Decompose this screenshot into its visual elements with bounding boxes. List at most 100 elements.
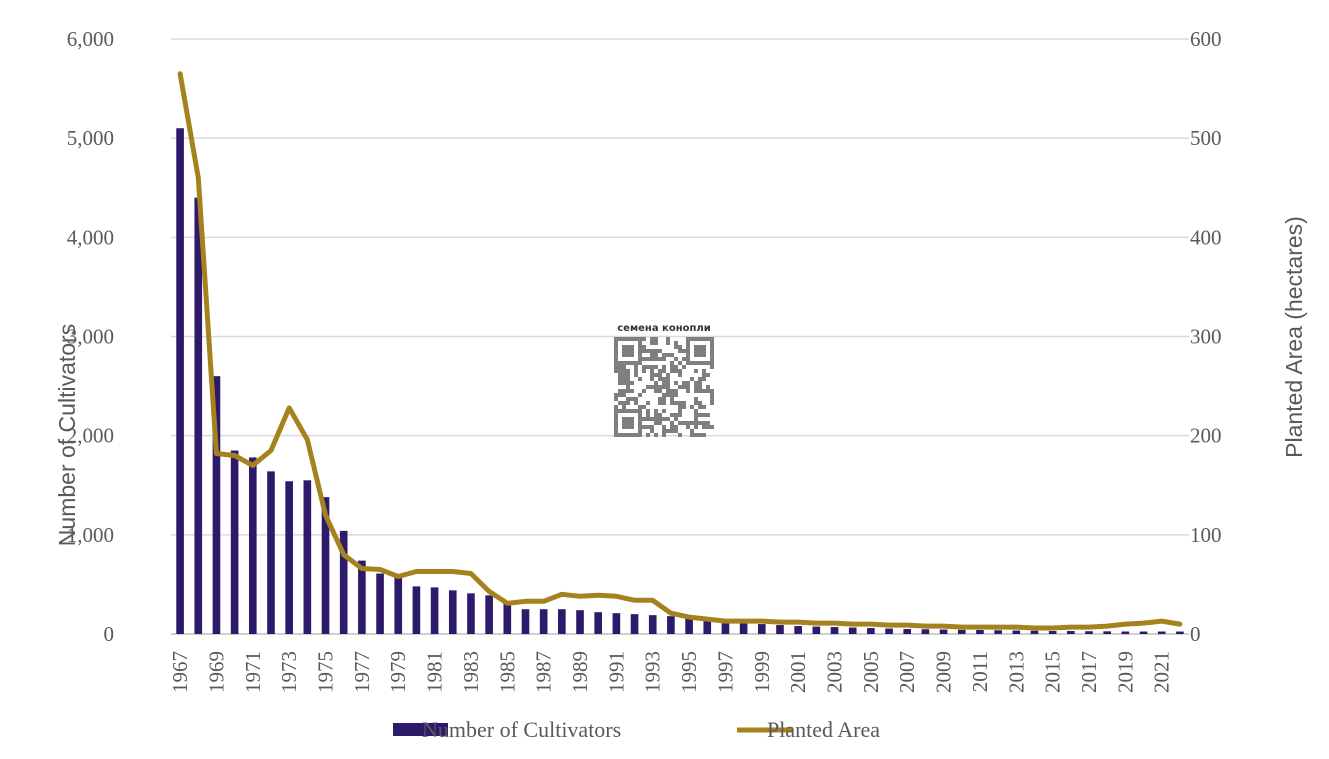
x-tick-label: 2019 <box>1113 651 1137 693</box>
qr-finder <box>622 345 634 357</box>
qr-module <box>662 417 666 421</box>
x-tick-label: 2021 <box>1150 651 1174 693</box>
qr-module <box>662 385 666 389</box>
qr-module <box>674 341 678 345</box>
bar <box>503 603 512 634</box>
qr-module <box>702 405 706 409</box>
qr-module <box>654 433 658 437</box>
qr-module <box>694 369 698 373</box>
bar <box>467 593 475 634</box>
qr-module <box>622 377 626 381</box>
qr-module <box>674 425 678 429</box>
qr-module <box>690 377 694 381</box>
qr-module <box>622 389 626 393</box>
bar <box>957 629 966 634</box>
y-axis-left-title: Number of Cultivators <box>54 324 80 546</box>
qr-module <box>626 381 630 385</box>
qr-module <box>642 345 646 349</box>
qr-module <box>698 385 702 389</box>
qr-module <box>630 389 634 393</box>
qr-module <box>670 389 674 393</box>
x-tick-label: 1967 <box>168 651 192 693</box>
qr-module <box>654 357 658 361</box>
qr-module <box>626 385 630 389</box>
x-tick-label: 1969 <box>204 651 228 693</box>
y-right-tick-label: 500 <box>1190 126 1222 150</box>
qr-module <box>662 401 666 405</box>
qr-module <box>618 401 622 405</box>
qr-module <box>654 409 658 413</box>
qr-module <box>702 377 706 381</box>
qr-module <box>710 389 714 393</box>
bar <box>1139 631 1148 634</box>
qr-module <box>682 405 686 409</box>
qr-module <box>622 393 626 397</box>
qr-module <box>658 349 662 353</box>
bar <box>721 622 730 634</box>
qr-module <box>650 353 654 357</box>
qr-module <box>674 381 678 385</box>
qr-module <box>690 405 694 409</box>
qr-module <box>622 365 626 369</box>
bar <box>757 624 766 634</box>
qr-module <box>622 405 626 409</box>
qr-module <box>694 417 698 421</box>
qr-module <box>678 385 682 389</box>
y-left-tick-label: 4,000 <box>67 225 114 249</box>
qr-module <box>638 377 642 381</box>
qr-module <box>646 365 650 369</box>
qr-module <box>702 413 706 417</box>
qr-module <box>650 369 654 373</box>
qr-module <box>674 345 678 349</box>
y-left-tick-label: 2,000 <box>67 424 114 448</box>
qr-module <box>618 381 622 385</box>
x-tick-label: 1971 <box>241 651 265 693</box>
qr-module <box>618 377 622 381</box>
qr-module <box>698 413 702 417</box>
qr-module <box>682 357 686 361</box>
qr-module <box>658 389 662 393</box>
bar <box>412 586 421 634</box>
qr-module <box>650 365 654 369</box>
qr-module <box>698 377 702 381</box>
qr-module <box>702 389 706 393</box>
qr-module <box>614 369 618 373</box>
qr-module <box>678 409 682 413</box>
qr-module <box>666 353 670 357</box>
qr-module <box>646 425 650 429</box>
qr-module <box>666 377 670 381</box>
qr-module <box>694 425 698 429</box>
qr-module <box>678 413 682 417</box>
qr-module <box>706 385 710 389</box>
x-tick-label: 1987 <box>532 651 556 693</box>
qr-module <box>630 381 634 385</box>
bar <box>230 450 239 634</box>
legend-swatch-cultivators <box>393 723 448 736</box>
bar <box>1121 631 1130 634</box>
bar <box>1103 631 1112 634</box>
qr-module <box>702 425 706 429</box>
qr-module <box>678 349 682 353</box>
qr-module <box>670 353 674 357</box>
qr-module <box>678 421 682 425</box>
qr-module <box>634 365 638 369</box>
bar <box>703 620 712 634</box>
x-tick-label: 1991 <box>604 651 628 693</box>
line-series-planted-area <box>177 71 1183 631</box>
qr-module <box>666 389 670 393</box>
qr-code-icon <box>614 337 714 437</box>
qr-module <box>702 421 706 425</box>
qr-module <box>642 425 646 429</box>
qr-module <box>642 349 646 353</box>
qr-module <box>694 421 698 425</box>
bar <box>848 627 857 634</box>
x-tick-label: 2001 <box>786 651 810 693</box>
qr-module <box>650 337 654 341</box>
qr-module <box>622 369 626 373</box>
qr-module <box>646 413 650 417</box>
qr-module <box>686 385 690 389</box>
qr-module <box>698 433 702 437</box>
qr-module <box>674 357 678 361</box>
qr-module <box>658 417 662 421</box>
qr-module <box>622 401 626 405</box>
